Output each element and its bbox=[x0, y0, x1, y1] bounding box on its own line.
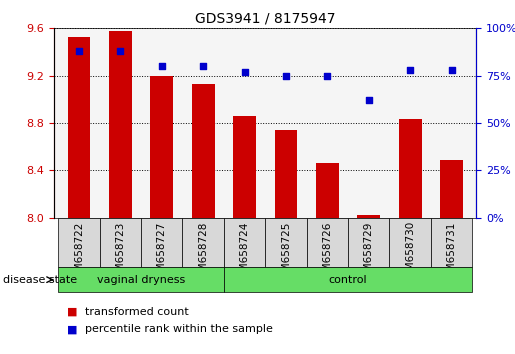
Title: GDS3941 / 8175947: GDS3941 / 8175947 bbox=[195, 12, 335, 26]
Bar bbox=[431, 218, 472, 267]
Text: GSM658727: GSM658727 bbox=[157, 221, 167, 285]
Point bbox=[241, 69, 249, 75]
Bar bbox=[67, 36, 90, 218]
Point bbox=[448, 67, 456, 73]
Text: GSM658724: GSM658724 bbox=[239, 221, 250, 285]
Bar bbox=[306, 218, 348, 267]
Text: ■: ■ bbox=[67, 324, 77, 334]
Bar bbox=[265, 218, 306, 267]
Point bbox=[323, 73, 332, 79]
Text: vaginal dryness: vaginal dryness bbox=[97, 275, 185, 285]
Bar bbox=[58, 267, 224, 292]
Bar bbox=[399, 119, 421, 218]
Text: disease state: disease state bbox=[3, 275, 77, 285]
Text: GSM658729: GSM658729 bbox=[364, 221, 374, 285]
Text: GSM658725: GSM658725 bbox=[281, 221, 291, 285]
Text: GSM658730: GSM658730 bbox=[405, 221, 415, 284]
Bar bbox=[233, 116, 256, 218]
Bar bbox=[357, 215, 380, 218]
Point bbox=[116, 48, 125, 54]
Point bbox=[199, 63, 207, 69]
Text: GSM658722: GSM658722 bbox=[74, 221, 84, 285]
Point bbox=[282, 73, 290, 79]
Bar bbox=[150, 76, 173, 218]
Point bbox=[406, 67, 414, 73]
Bar bbox=[58, 218, 99, 267]
Bar bbox=[224, 267, 472, 292]
Bar bbox=[316, 163, 339, 218]
Text: transformed count: transformed count bbox=[85, 307, 188, 316]
Bar bbox=[141, 218, 182, 267]
Text: ■: ■ bbox=[67, 307, 77, 316]
Point bbox=[158, 63, 166, 69]
Text: percentile rank within the sample: percentile rank within the sample bbox=[85, 324, 273, 334]
Point bbox=[365, 97, 373, 103]
Bar bbox=[274, 130, 297, 218]
Text: GSM658726: GSM658726 bbox=[322, 221, 332, 285]
Bar bbox=[348, 218, 389, 267]
Bar bbox=[182, 218, 224, 267]
Bar bbox=[440, 160, 463, 218]
Bar bbox=[192, 84, 215, 218]
Point bbox=[75, 48, 83, 54]
Text: GSM658723: GSM658723 bbox=[115, 221, 125, 285]
Bar bbox=[99, 218, 141, 267]
Bar bbox=[224, 218, 265, 267]
Text: control: control bbox=[329, 275, 367, 285]
Bar bbox=[109, 31, 132, 218]
Text: GSM658731: GSM658731 bbox=[447, 221, 456, 285]
Text: GSM658728: GSM658728 bbox=[198, 221, 208, 285]
Bar bbox=[389, 218, 431, 267]
